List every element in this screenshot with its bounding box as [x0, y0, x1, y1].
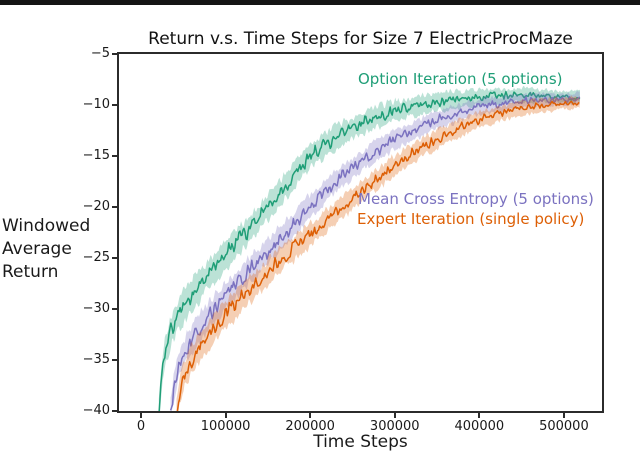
- chart-canvas: [158, 85, 581, 411]
- y-axis-label-line: Return: [2, 262, 59, 282]
- x-axis-label: Time Steps: [313, 432, 408, 452]
- series-line-0: [158, 90, 581, 411]
- x-tick-label: 0: [136, 419, 146, 434]
- y-tick-mark: [112, 206, 117, 208]
- y-tick-label: −25: [82, 250, 110, 265]
- series-line-1: [169, 96, 581, 411]
- series-label-mean-cross-entropy: Mean Cross Entropy (5 options): [358, 190, 594, 208]
- y-tick-label: −40: [82, 403, 110, 418]
- x-tick-label: 500000: [539, 419, 589, 434]
- x-tick-label: 400000: [454, 419, 505, 434]
- y-axis-label-line: Windowed: [2, 216, 91, 236]
- y-tick-mark: [112, 155, 117, 157]
- series-line-2: [176, 100, 580, 411]
- y-tick-label: −20: [82, 199, 110, 214]
- window-top-border: [0, 0, 640, 5]
- series-label-option-iteration: Option Iteration (5 options): [358, 70, 563, 88]
- y-axis-label-line: Average: [2, 239, 72, 259]
- y-tick-label: −10: [82, 97, 110, 112]
- x-tick-mark: [224, 413, 227, 418]
- y-tick-mark: [112, 104, 117, 106]
- x-tick-mark: [393, 413, 396, 418]
- x-tick-label: 300000: [369, 419, 420, 434]
- y-tick-mark: [112, 257, 117, 259]
- y-tick-mark: [112, 308, 117, 310]
- series-band-0: [158, 85, 580, 411]
- y-tick-mark: [112, 53, 117, 55]
- chart-title: Return v.s. Time Steps for Size 7 Electr…: [148, 29, 573, 49]
- x-tick-mark: [139, 413, 142, 418]
- series-label-expert-iteration: Expert Iteration (single policy): [357, 210, 585, 228]
- y-axis-label: Windowed Average Return: [2, 215, 90, 284]
- y-tick-label: −30: [82, 301, 110, 316]
- x-tick-label: 200000: [285, 419, 335, 434]
- y-tick-mark: [112, 410, 117, 412]
- x-tick-mark: [562, 413, 565, 418]
- x-tick-mark: [309, 413, 312, 418]
- y-tick-label: −5: [90, 46, 110, 61]
- x-tick-label: 100000: [200, 419, 251, 434]
- y-tick-mark: [112, 359, 117, 361]
- y-tick-label: −35: [82, 352, 110, 367]
- x-tick-mark: [478, 413, 481, 418]
- y-tick-label: −15: [82, 148, 110, 163]
- plot-area: Option Iteration (5 options) Mean Cross …: [117, 52, 604, 413]
